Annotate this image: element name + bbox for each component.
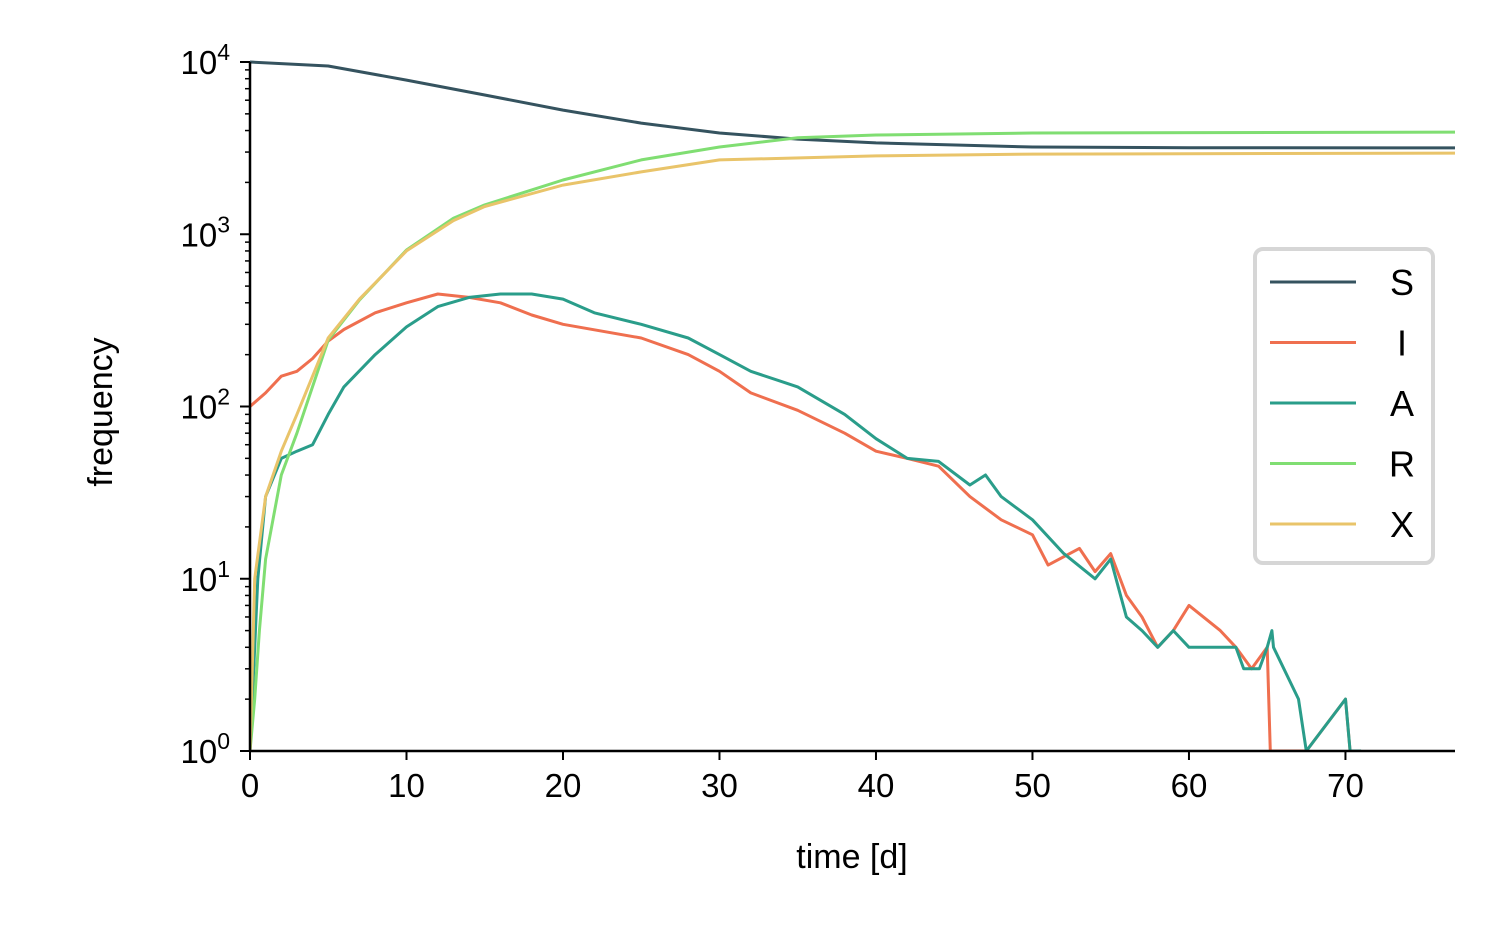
series-line-I — [250, 292, 1352, 751]
x-tick-label: 0 — [241, 767, 259, 804]
legend-label-X: X — [1390, 504, 1414, 545]
y-axis-label: frequency — [82, 337, 120, 486]
legend-label-A: A — [1390, 383, 1414, 424]
legend-frame — [1253, 247, 1435, 565]
x-tick-label: 70 — [1327, 767, 1364, 804]
x-tick-label: 10 — [388, 767, 425, 804]
series-line-X — [250, 151, 1455, 751]
x-tick-label: 60 — [1171, 767, 1208, 804]
series-line-A — [250, 292, 1362, 751]
y-tick-label: 100 — [180, 728, 230, 770]
legend-label-R: R — [1389, 444, 1415, 485]
y-tick-label: 101 — [180, 556, 230, 598]
series-lines — [250, 60, 1455, 751]
legend-label-I: I — [1397, 323, 1407, 364]
x-tick-label: 40 — [858, 767, 895, 804]
legend-label-S: S — [1390, 262, 1414, 303]
series-line-S — [250, 60, 1455, 150]
x-axis-label: time [d] — [796, 838, 907, 876]
y-tick-label: 103 — [180, 211, 230, 253]
y-tick-label: 102 — [180, 384, 230, 426]
x-tick-label: 20 — [545, 767, 582, 804]
x-tick-label: 30 — [701, 767, 738, 804]
x-tick-label: 50 — [1014, 767, 1051, 804]
axes: 0 10 20 30 40 50 60 70 100 101 102 103 104 — [180, 39, 1455, 804]
y-tick-label: 104 — [180, 39, 230, 81]
